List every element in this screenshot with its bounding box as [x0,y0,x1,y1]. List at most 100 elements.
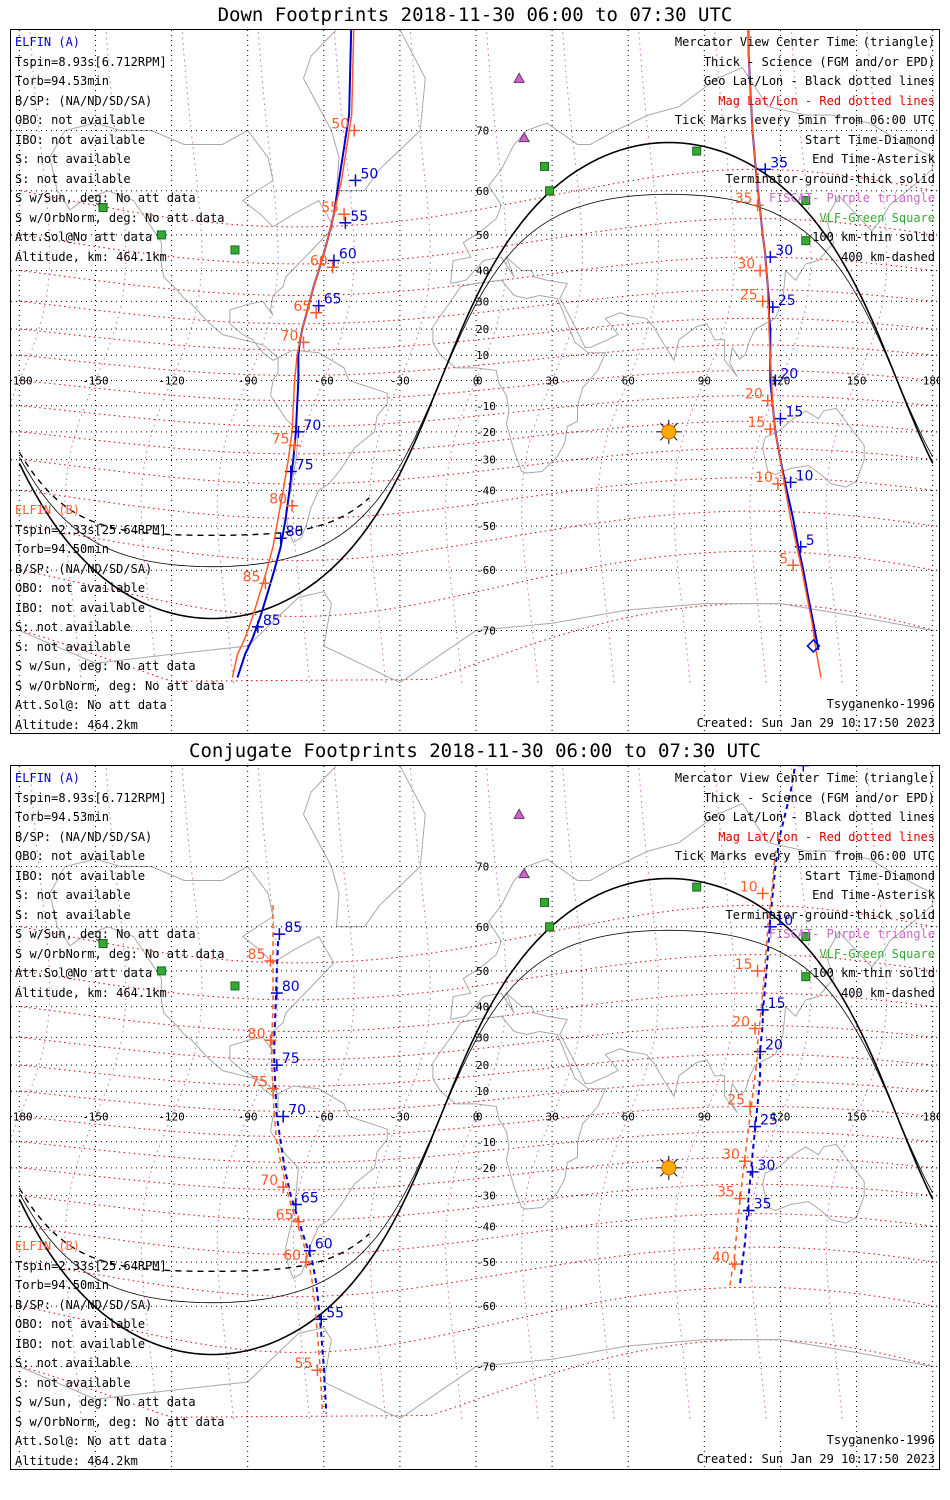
vlf-square-icon [545,922,555,932]
lon-tick-label: -30 [390,375,410,388]
elfin-b-ibo: IBO: not available [15,600,146,615]
lat-tick-label: -60 [476,1300,496,1313]
mag-meridian-line [749,30,812,683]
tick-time-label: 20 [765,1038,783,1054]
mag-meridian-line [64,30,127,683]
lat-tick-label: 10 [476,1085,489,1098]
map-frame-down[interactable]: -180-150-120-90-60-300306090120150180706… [10,29,940,734]
lat-tick-label: 70 [476,125,489,138]
elfin-b-info-down: ELFIN (B) Tspin=2.33s[25.64RPM] Torb=94.… [15,501,225,733]
tick-time-label: 25 [740,287,758,303]
track-tick-mark: 50 [349,166,378,187]
elfin-b-title: ELFIN (B) [15,503,81,517]
lat-tick-label: -20 [476,1162,496,1175]
coastline-south-america [269,349,388,544]
elfin-b-bsp: B/SP: (NA/ND/SD/SA) [15,561,153,576]
track-tick-mark: 75 [284,457,314,478]
track-elfin-a-west [273,941,328,1414]
panel-title-down: Down Footprints 2018-11-30 06:00 to 07:3… [217,4,733,26]
elfin-a-info-down: ELFIN (A) Tspin=8.93s[6.712RPM] Torb=94.… [15,33,225,267]
lat-tick-label: 20 [476,323,489,336]
tick-time-label: 85 [263,613,281,629]
tick-time-label: 10 [775,913,793,929]
sun-ray [659,1172,665,1177]
track-tick-mark: 50 [331,117,361,137]
track-tick-mark: 75 [250,1075,280,1095]
tick-time-label: 70 [288,1103,306,1119]
mag-meridian-line [825,766,888,1419]
tick-time-label: 40 [712,1250,730,1266]
tick-time-label: 70 [260,1173,278,1189]
track-tick-mark: 25 [766,293,796,314]
vlf-square-icon [156,966,166,976]
tick-time-label: 75 [250,1075,268,1091]
sun-ray [673,436,678,441]
lat-tick-label: 70 [476,861,489,874]
elfin-a-orb: S w/OrbNorm, deg: No att data [15,946,225,961]
elfin-a-ibo: IBO: not available [15,868,146,883]
terminator-100km-line [18,193,934,568]
lat-tick-label: 30 [476,295,489,308]
track-tick-mark: 20 [745,387,774,407]
elfin-a-ibo: IBO: not available [15,132,146,147]
sun-disk [661,424,677,440]
tick-time-label: 80 [286,524,304,540]
mag-meridian-line [140,766,203,1419]
tick-time-label: 75 [296,457,314,473]
tick-time-label: 55 [321,200,339,216]
coastline-africa [432,279,607,474]
track-tick-mark: 60 [283,1248,313,1269]
track-tick-mark: 10 [755,470,784,490]
track-tick-mark: 25 [749,1113,778,1133]
track-tick-mark: 85 [248,947,277,967]
tick-time-label: 80 [282,979,300,995]
tick-time-label: 75 [272,431,290,447]
created-label-down: Created: Sun Jan 29 10:17:50 2023 [696,716,935,730]
model-label-down: Tsyganenko-1996 [826,697,935,711]
track-tick-mark: 80 [274,524,304,545]
track-tick-mark: 15 [735,957,764,977]
legend-vlf: VLF-Green Square [819,946,935,961]
lon-tick-label: -90 [238,375,258,388]
sun-ray [659,436,665,441]
model-label-conjugate: Tsyganenko-1996 [826,1433,935,1447]
map-conjugate[interactable]: -180 -150 -120 -90 -60 -30 0 30 60 90 120 150 180 70 6… [11,766,940,1470]
mag-meridian-line [673,30,736,683]
start-diamond-icon [806,638,821,654]
station-markers [98,808,811,991]
mag-lat-line [19,1286,933,1353]
map-frame-conjugate[interactable]: -180 -150 -120 -90 -60 -30 0 30 60 90 120 150 180 70 6… [10,765,940,1470]
map-down[interactable]: -180-150-120-90-60-300306090120150180706… [11,30,940,734]
elfin-b-alt: Altitude: 464.2km [15,1453,138,1468]
vlf-square-icon [539,897,549,907]
sun-icon [656,1155,681,1180]
track-tick-mark: 85 [243,569,272,590]
legend-mercator: Mercator View Center Time (triangle) [674,771,935,785]
lat-tick-label: 50 [476,229,489,242]
elfin-a-title: ELFIN (A) [15,771,81,785]
sun-ray [659,1159,665,1164]
fiscat-triangle-icon [518,131,531,143]
elfin-a-bsp: B/SP: (NA/ND/SD/SA) [15,829,153,844]
elfin-b-alt: Altitude: 464.2km [15,717,138,732]
mag-meridians [11,766,888,1419]
mag-lat-line [19,510,933,561]
track-tick-mark: 70 [277,1103,306,1123]
legend-ticks: Tick Marks every 5min from 06:00 UTC [674,849,935,863]
tick-time-label: 15 [785,405,803,421]
coastline-north-america [49,858,335,1097]
track-tick-mark: 10 [784,468,813,489]
tick-time-label: 35 [770,155,788,171]
lat-tick-label: -70 [476,625,496,638]
track-elfin-a-east [738,766,797,1288]
track-tick-mark: 30 [746,1158,775,1178]
track-tick-mark: 70 [260,1173,290,1194]
elfin-a-sun: S w/Sun, deg: No att data [15,927,196,941]
mag-meridian-line [292,766,355,1419]
legend-100km: 100 km-thin solid [812,230,935,244]
mag-meridian-line [521,766,584,1419]
lat-tick-label: 20 [476,1059,489,1072]
vlf-square-icon [230,245,240,255]
mag-meridian-line [140,30,203,683]
terminator-100km-line [18,929,934,1304]
